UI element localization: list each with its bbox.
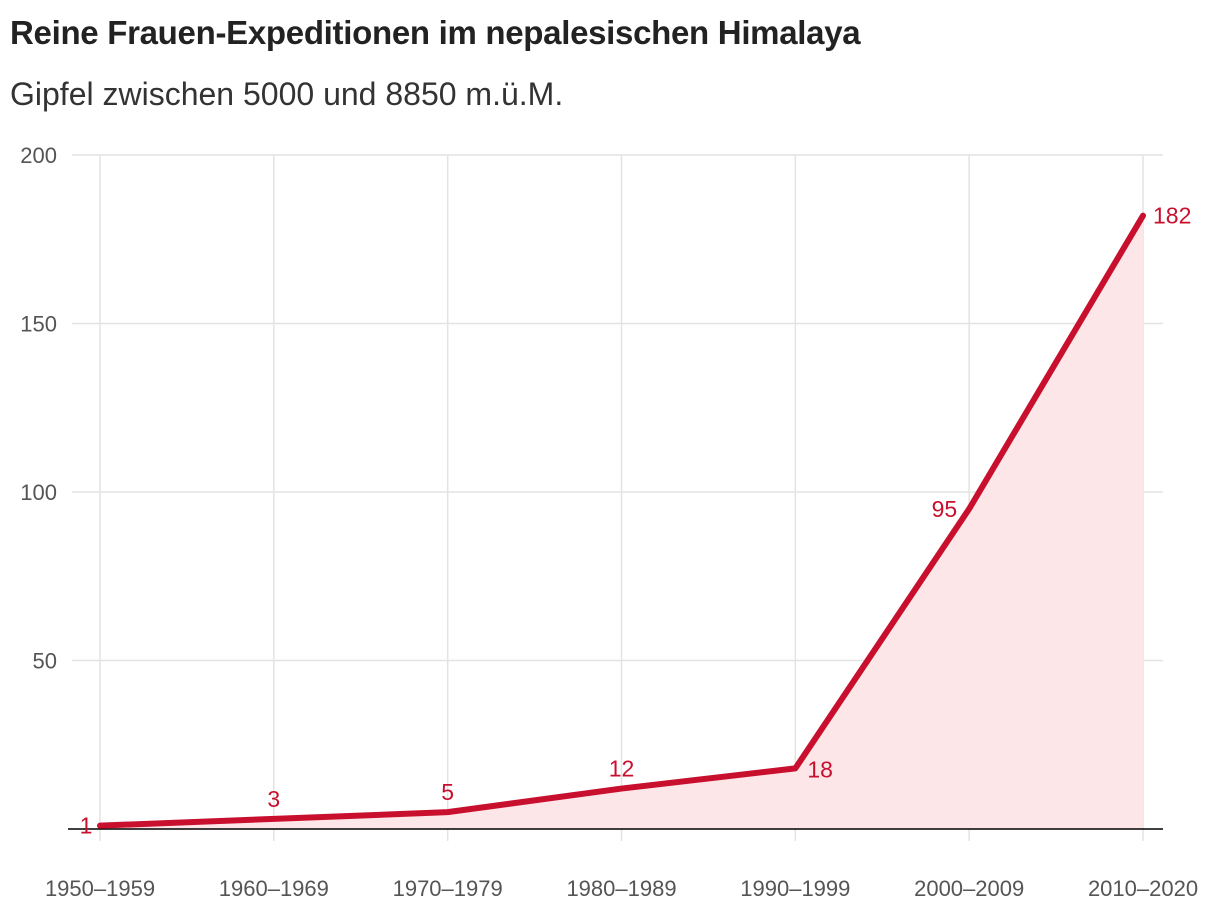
x-tick-label-2: 1970–1979 (393, 876, 503, 901)
data-label-4: 18 (807, 756, 833, 782)
y-tick-label-50: 50 (33, 649, 57, 674)
data-labels: 1 3 5 12 18 95 182 (80, 203, 1192, 839)
x-tick-label-4: 1990–1999 (740, 876, 850, 901)
data-label-1: 3 (267, 786, 280, 812)
x-tick-label-6: 2010–2020 (1088, 876, 1198, 901)
chart-title: Reine Frauen-Expeditionen im nepalesisch… (10, 14, 861, 51)
y-axis-tick-labels: 50 100 150 200 (20, 143, 57, 674)
x-tick-label-0: 1950–1959 (45, 876, 155, 901)
area-fill (100, 215, 1143, 829)
data-label-0: 1 (80, 813, 93, 839)
data-label-5: 95 (932, 496, 958, 522)
chart-subtitle: Gipfel zwischen 5000 und 8850 m.ü.M. (10, 76, 564, 112)
series-line (97, 212, 1146, 829)
data-label-3: 12 (609, 756, 635, 782)
line-layer (97, 212, 1146, 829)
y-tick-label-150: 150 (20, 312, 57, 337)
x-tick-label-1: 1960–1969 (219, 876, 329, 901)
x-axis-tick-labels: 1950–1959 1960–1969 1970–1979 1980–1989 1990… (45, 876, 1198, 901)
y-tick-label-200: 200 (20, 143, 57, 168)
area-layer (68, 215, 1163, 830)
data-label-6: 182 (1153, 203, 1191, 229)
x-tick-label-5: 2000–2009 (914, 876, 1024, 901)
x-tick-label-3: 1980–1989 (566, 876, 676, 901)
y-tick-label-100: 100 (20, 480, 57, 505)
data-label-2: 5 (441, 779, 454, 805)
